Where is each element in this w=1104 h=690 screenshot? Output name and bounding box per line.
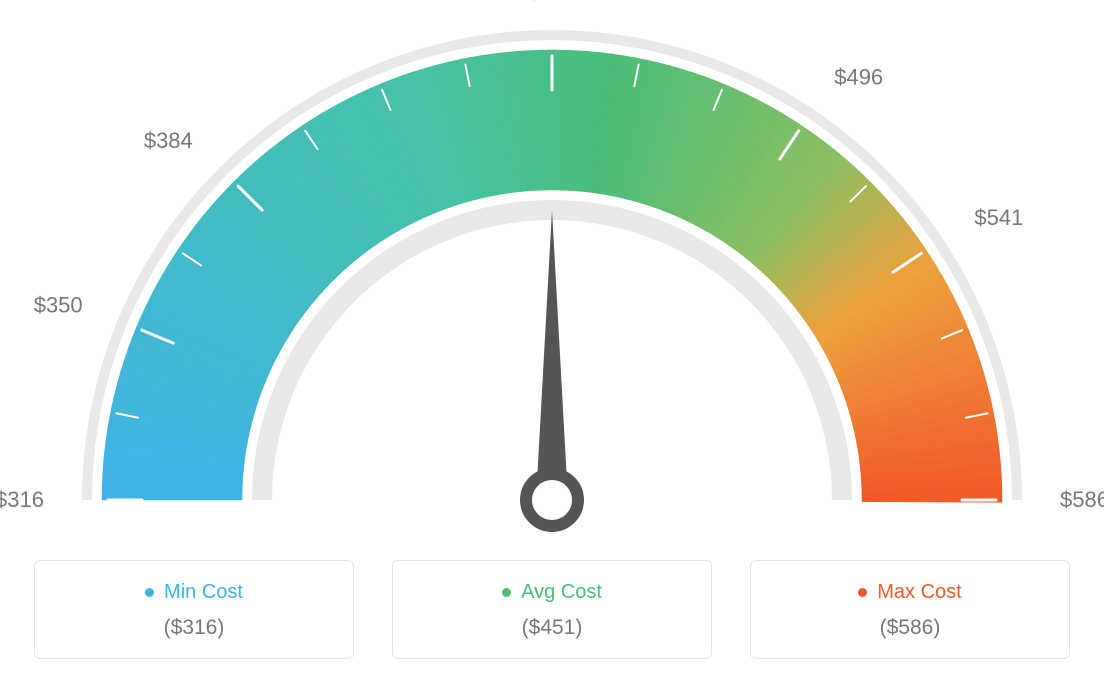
- legend-label: Min Cost: [164, 581, 243, 604]
- tick-label: $451: [528, 0, 577, 4]
- legend-value: ($586): [751, 616, 1069, 640]
- tick-label: $384: [144, 128, 193, 153]
- legend-label: Max Cost: [877, 581, 961, 604]
- tick-label: $350: [34, 293, 83, 318]
- dot-icon: [858, 588, 867, 597]
- legend-title-min: Min Cost: [145, 581, 243, 604]
- legend-card-min: Min Cost ($316): [34, 560, 354, 659]
- legend-row: Min Cost ($316) Avg Cost ($451) Max Cost…: [0, 560, 1104, 679]
- tick-label: $586: [1060, 487, 1104, 512]
- legend-title-avg: Avg Cost: [502, 581, 602, 604]
- legend-card-max: Max Cost ($586): [750, 560, 1070, 659]
- legend-card-avg: Avg Cost ($451): [392, 560, 712, 659]
- gauge-svg: $316 $350 $384 $451 $496 $541 $586: [0, 0, 1104, 560]
- legend-label: Avg Cost: [521, 581, 602, 604]
- needle-hub: [526, 474, 578, 526]
- legend-title-max: Max Cost: [858, 581, 961, 604]
- tick-label: $316: [0, 487, 44, 512]
- legend-value: ($316): [35, 616, 353, 640]
- tick-label: $496: [834, 65, 883, 90]
- dot-icon: [145, 588, 154, 597]
- tick-label: $541: [974, 205, 1023, 230]
- needle: [536, 210, 568, 500]
- dot-icon: [502, 588, 511, 597]
- legend-value: ($451): [393, 616, 711, 640]
- gauge-chart: $316 $350 $384 $451 $496 $541 $586: [0, 0, 1104, 560]
